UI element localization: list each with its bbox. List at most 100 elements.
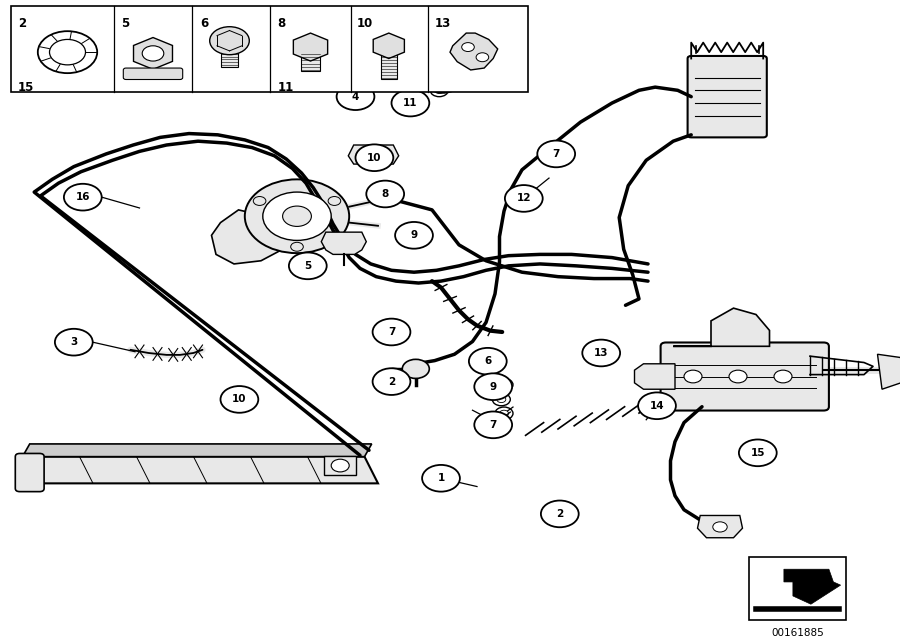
Text: 00161885: 00161885 xyxy=(771,628,824,636)
Circle shape xyxy=(497,396,506,403)
Circle shape xyxy=(408,226,417,232)
Text: 1: 1 xyxy=(437,473,445,483)
Text: 2: 2 xyxy=(18,17,26,30)
Text: 7: 7 xyxy=(553,149,560,159)
Circle shape xyxy=(495,378,513,391)
Circle shape xyxy=(64,184,102,211)
Circle shape xyxy=(684,370,702,383)
FancyBboxPatch shape xyxy=(661,342,829,411)
Polygon shape xyxy=(293,33,328,61)
Text: 8: 8 xyxy=(277,17,285,30)
Text: 13: 13 xyxy=(594,348,608,358)
Text: 6: 6 xyxy=(200,17,208,30)
Circle shape xyxy=(403,223,421,235)
Polygon shape xyxy=(212,210,284,264)
Circle shape xyxy=(492,393,510,406)
Circle shape xyxy=(713,522,727,532)
Text: 11: 11 xyxy=(403,98,418,108)
Circle shape xyxy=(505,185,543,212)
Circle shape xyxy=(220,386,258,413)
FancyBboxPatch shape xyxy=(749,556,846,620)
Circle shape xyxy=(331,459,349,472)
Polygon shape xyxy=(673,308,770,346)
Circle shape xyxy=(537,141,575,167)
Circle shape xyxy=(283,206,311,226)
Circle shape xyxy=(366,181,404,207)
FancyBboxPatch shape xyxy=(123,68,183,80)
Circle shape xyxy=(356,144,393,171)
Polygon shape xyxy=(22,457,378,483)
Text: 10: 10 xyxy=(367,153,382,163)
Text: 7: 7 xyxy=(388,327,395,337)
Polygon shape xyxy=(324,456,356,475)
Circle shape xyxy=(424,66,462,93)
Text: 12: 12 xyxy=(517,193,531,204)
Circle shape xyxy=(638,392,676,419)
Circle shape xyxy=(245,179,349,253)
Circle shape xyxy=(495,407,513,420)
Circle shape xyxy=(430,84,448,97)
FancyBboxPatch shape xyxy=(15,453,44,492)
Circle shape xyxy=(328,197,341,205)
Polygon shape xyxy=(698,515,742,538)
Circle shape xyxy=(210,27,249,55)
Text: 13: 13 xyxy=(435,17,451,30)
Text: 10: 10 xyxy=(356,17,373,30)
Circle shape xyxy=(500,410,508,417)
Polygon shape xyxy=(348,145,399,164)
Circle shape xyxy=(582,340,620,366)
Circle shape xyxy=(474,373,512,400)
Polygon shape xyxy=(450,33,498,70)
Circle shape xyxy=(774,370,792,383)
Circle shape xyxy=(337,83,374,110)
FancyBboxPatch shape xyxy=(221,38,238,67)
Text: 15: 15 xyxy=(18,81,34,93)
Text: 2: 2 xyxy=(556,509,563,519)
Circle shape xyxy=(373,319,410,345)
Text: 9: 9 xyxy=(490,382,497,392)
Polygon shape xyxy=(784,569,841,604)
FancyBboxPatch shape xyxy=(381,44,397,79)
Circle shape xyxy=(366,149,381,160)
Circle shape xyxy=(55,329,93,356)
Circle shape xyxy=(422,465,460,492)
Circle shape xyxy=(395,222,433,249)
Text: 8: 8 xyxy=(382,189,389,199)
Text: 11: 11 xyxy=(277,81,293,93)
Text: 9: 9 xyxy=(410,230,418,240)
Polygon shape xyxy=(22,444,372,457)
Circle shape xyxy=(739,439,777,466)
Circle shape xyxy=(289,252,327,279)
Polygon shape xyxy=(878,354,900,389)
Text: 15: 15 xyxy=(751,448,765,458)
Circle shape xyxy=(142,46,164,61)
Circle shape xyxy=(474,411,512,438)
Circle shape xyxy=(476,53,489,62)
Text: 4: 4 xyxy=(352,92,359,102)
Text: 5: 5 xyxy=(304,261,311,271)
Circle shape xyxy=(373,368,410,395)
Polygon shape xyxy=(634,364,675,389)
Text: 10: 10 xyxy=(232,394,247,404)
Circle shape xyxy=(50,39,86,65)
Circle shape xyxy=(263,192,331,240)
Circle shape xyxy=(291,242,303,251)
Polygon shape xyxy=(374,33,404,59)
Text: 16: 16 xyxy=(76,192,90,202)
Text: 5: 5 xyxy=(122,17,130,30)
FancyBboxPatch shape xyxy=(688,56,767,137)
Circle shape xyxy=(547,148,565,160)
Text: 3: 3 xyxy=(70,337,77,347)
Circle shape xyxy=(253,197,266,205)
Circle shape xyxy=(462,43,474,52)
Polygon shape xyxy=(133,38,173,69)
Circle shape xyxy=(402,359,429,378)
Circle shape xyxy=(729,370,747,383)
Polygon shape xyxy=(321,232,366,254)
Circle shape xyxy=(435,87,444,93)
Circle shape xyxy=(552,151,561,157)
Text: 14: 14 xyxy=(650,401,664,411)
Text: 7: 7 xyxy=(439,74,446,85)
Circle shape xyxy=(38,31,97,73)
Text: 2: 2 xyxy=(388,377,395,387)
